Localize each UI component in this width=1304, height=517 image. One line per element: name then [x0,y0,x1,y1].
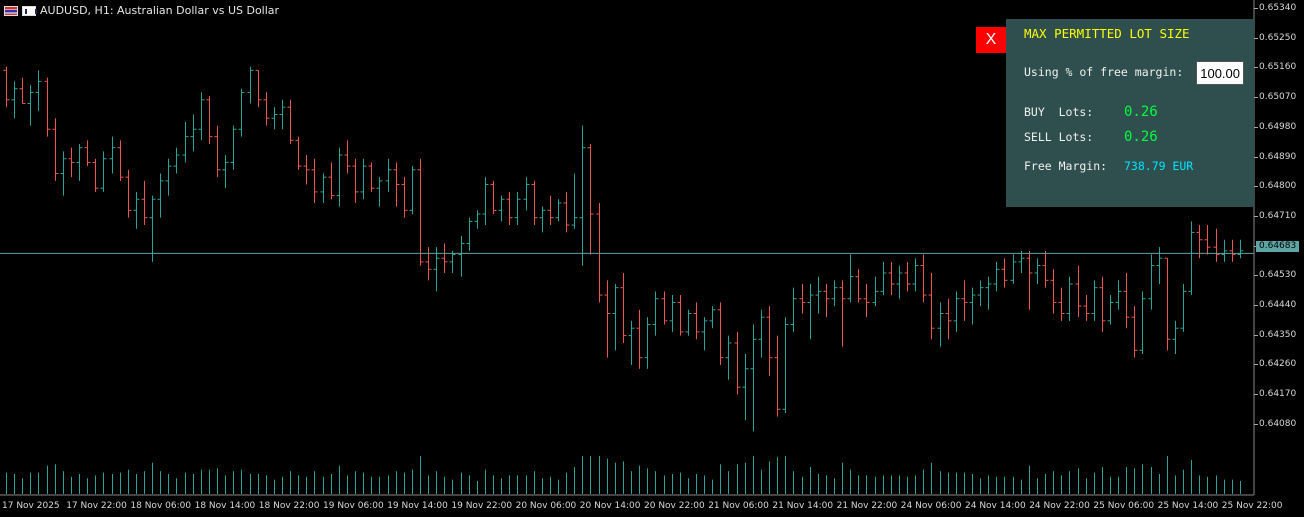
time-tick-label: 19 Nov 22:00 [451,501,513,511]
free-margin-label: Free Margin: [1024,159,1108,173]
price-tick-label: 0.64710 [1254,211,1303,221]
price-tick-label: 0.64080 [1254,419,1303,429]
price-tick-label: 0.64890 [1254,152,1303,162]
close-button[interactable]: X [976,27,1006,53]
price-tick-label: 0.64440 [1254,300,1303,310]
time-tick-label: 18 Nov 06:00 [130,501,192,511]
margin-pct-label: Using % of free margin: [1024,65,1184,79]
chart-window-icon [22,5,37,16]
time-tick-label: 17 Nov 22:00 [66,501,127,511]
time-tick-label: 21 Nov 22:00 [836,501,898,511]
time-tick-label: 19 Nov 14:00 [387,501,448,511]
price-tick-label: 0.64170 [1254,389,1303,399]
time-tick-label: 24 Nov 22:00 [1029,501,1090,511]
current-price-label: 0.64683 [1256,241,1299,252]
time-tick-label: 25 Nov 22:00 [1221,501,1283,511]
time-tick-label: 18 Nov 22:00 [258,501,320,511]
time-tick-label: 24 Nov 06:00 [900,501,962,511]
time-tick-label: 20 Nov 06:00 [515,501,577,511]
price-tick-label: 0.64800 [1254,181,1303,191]
sell-lots-label: SELL Lots: [1024,130,1094,144]
time-tick-label: 24 Nov 14:00 [965,501,1026,511]
price-tick-label: 0.65070 [1254,92,1303,102]
time-tick-label: 20 Nov 22:00 [644,501,705,511]
price-tick-label: 0.65250 [1254,33,1303,43]
sell-lots-value: 0.26 [1124,129,1158,145]
time-tick-label: 25 Nov 06:00 [1093,501,1155,511]
price-tick-label: 0.65340 [1254,3,1303,13]
margin-pct-input[interactable] [1196,61,1244,85]
time-tick-label: 19 Nov 06:00 [323,501,384,511]
buy-lots-value: 0.26 [1124,104,1158,120]
price-tick-label: 0.64980 [1254,122,1303,132]
free-margin-value: 738.79 EUR [1124,159,1194,173]
time-tick-label: 25 Nov 14:00 [1157,501,1219,511]
time-tick-label: 18 Nov 14:00 [194,501,256,511]
price-tick-label: 0.64530 [1254,270,1303,280]
time-tick-label: 21 Nov 14:00 [772,501,834,511]
buy-lots-label: BUY Lots: [1024,105,1094,119]
lot-size-panel: MAX PERMITTED LOT SIZE Using % of free m… [1006,19,1254,207]
time-tick-label: 20 Nov 14:00 [579,501,641,511]
price-tick-label: 0.64260 [1254,359,1303,369]
flag-icon [4,5,18,16]
time-tick-label: 17 Nov 2025 [2,501,60,511]
panel-title: MAX PERMITTED LOT SIZE [1024,26,1190,41]
chart-title: AUDUSD, H1: Australian Dollar vs US Doll… [4,4,279,17]
price-tick-label: 0.64350 [1254,330,1303,340]
price-tick-label: 0.65160 [1254,62,1303,72]
time-tick-label: 21 Nov 06:00 [708,501,769,511]
symbol-title: AUDUSD, H1: Australian Dollar vs US Doll… [40,4,280,17]
